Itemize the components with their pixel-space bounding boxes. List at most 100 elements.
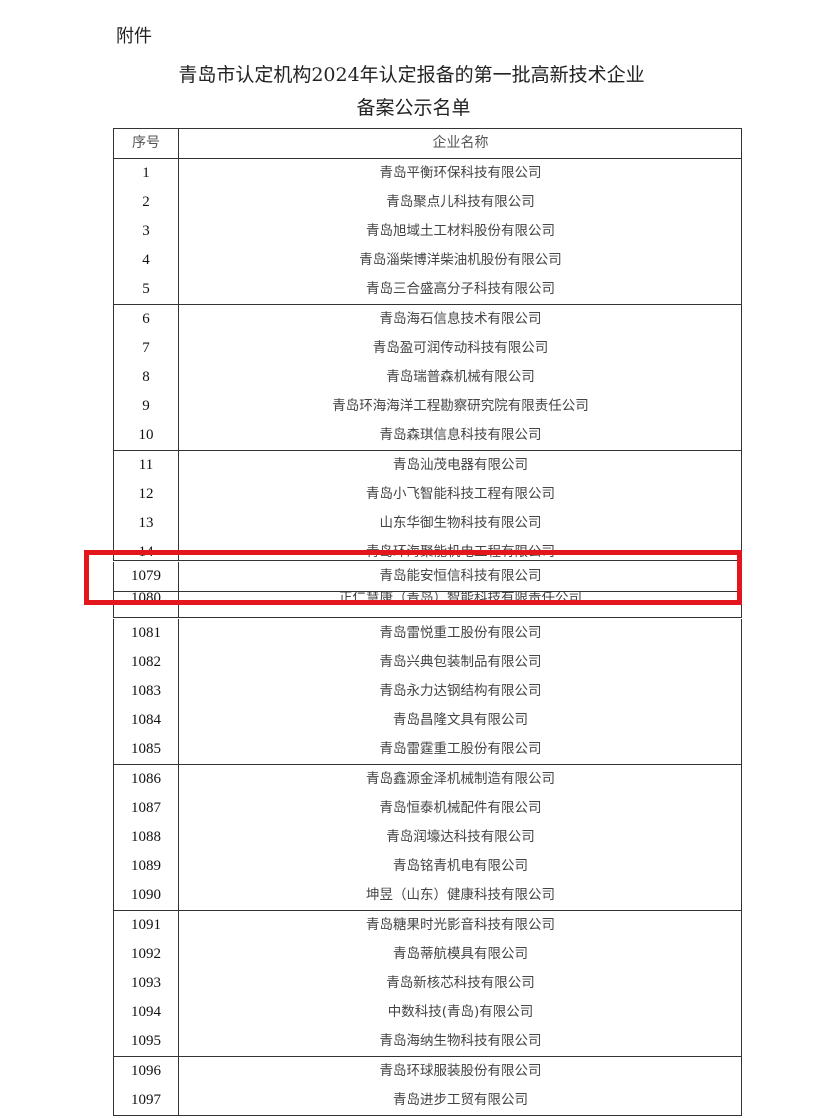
table-row: 2 青岛聚点儿科技有限公司 — [113, 187, 742, 218]
row-index: 10 — [114, 421, 179, 451]
company-name: 青岛海纳生物科技有限公司 — [379, 1033, 542, 1050]
table-row: 13 山东华御生物科技有限公司 — [113, 508, 742, 539]
table-row: 7 青岛盈可润传动科技有限公司 — [113, 333, 742, 364]
table-row: 8 青岛瑞普森机械有限公司 — [113, 362, 742, 393]
table-row: 1085 青岛雷霆重工股份有限公司 — [113, 735, 742, 766]
company-name: 山东华御生物科技有限公司 — [379, 514, 542, 531]
company-name: 青岛润壕达科技有限公司 — [386, 828, 535, 845]
row-index: 12 — [114, 479, 179, 509]
table-row: 1084 青岛昌隆文具有限公司 — [113, 706, 742, 737]
company-name: 青岛雷霆重工股份有限公司 — [379, 741, 542, 758]
row-index: 1087 — [114, 793, 179, 823]
row-index: 1088 — [114, 822, 179, 852]
company-name: 青岛进步工贸有限公司 — [393, 1091, 528, 1108]
company-name: 青岛雷悦重工股份有限公司 — [379, 624, 542, 641]
company-name: 青岛聚点儿科技有限公司 — [386, 193, 535, 210]
company-name: 青岛盈可润传动科技有限公司 — [372, 339, 549, 356]
header-index: 序号 — [114, 129, 179, 158]
table-row: 11 青岛汕茂电器有限公司 — [113, 450, 742, 481]
company-name: 青岛森琪信息科技有限公司 — [379, 427, 542, 444]
table-row: 1087 青岛恒泰机械配件有限公司 — [113, 793, 742, 824]
row-index: 2 — [114, 187, 179, 217]
table-row: 1095 青岛海纳生物科技有限公司 — [113, 1027, 742, 1058]
company-name: 中数科技(青岛)有限公司 — [387, 1004, 534, 1021]
company-name: 青岛淄柴博洋柴油机股份有限公司 — [359, 252, 562, 269]
header-company-name: 企业名称 — [432, 135, 489, 151]
company-name: 青岛环海海洋工程勘察研究院有限责任公司 — [332, 398, 589, 415]
company-name: 青岛蒂航模具有限公司 — [393, 945, 528, 962]
table-row: 1082 青岛兴典包装制品有限公司 — [113, 647, 742, 678]
table-row: 9 青岛环海海洋工程勘察研究院有限责任公司 — [113, 392, 742, 423]
table-row: 4 青岛淄柴博洋柴油机股份有限公司 — [113, 246, 742, 277]
company-name: 青岛新核芯科技有限公司 — [386, 974, 535, 991]
table-row: 1096 青岛环球服装股份有限公司 — [113, 1056, 742, 1087]
company-name: 青岛兴典包装制品有限公司 — [379, 653, 542, 670]
table-row: 1090 坤昱（山东）健康科技有限公司 — [113, 881, 742, 912]
row-index: 1097 — [114, 1085, 179, 1115]
row-index: 1081 — [114, 618, 179, 648]
attachment-label: 附件 — [116, 26, 152, 47]
table-row: 1091 青岛糖果时光影音科技有限公司 — [113, 910, 742, 941]
company-name: 青岛铭青机电有限公司 — [393, 858, 528, 875]
table-row: 1088 青岛润壕达科技有限公司 — [113, 822, 742, 853]
highlight-box — [84, 550, 742, 605]
row-index: 3 — [114, 216, 179, 246]
company-name: 青岛能安恒信科技有限公司 — [379, 568, 542, 584]
row-index: 1095 — [114, 1027, 179, 1057]
row-index: 1094 — [114, 998, 179, 1028]
row-index: 8 — [114, 362, 179, 392]
row-index: 1 — [114, 158, 179, 188]
row-index: 1092 — [114, 939, 179, 969]
document-title: 青岛市认定机构2024年认定报备的第一批高新技术企业 — [178, 64, 645, 86]
company-name: 青岛平衡环保科技有限公司 — [379, 164, 542, 181]
table-header: 序号 企业名称 — [113, 128, 742, 159]
company-name: 青岛汕茂电器有限公司 — [393, 456, 528, 473]
company-name: 青岛海石信息技术有限公司 — [379, 310, 542, 327]
row-index: 6 — [114, 304, 179, 334]
row-index: 11 — [114, 450, 179, 480]
table-row: 1097 青岛进步工贸有限公司 — [113, 1085, 742, 1116]
company-name: 青岛恒泰机械配件有限公司 — [379, 799, 542, 816]
row-index: 1079 — [114, 562, 179, 591]
row-index: 1083 — [114, 676, 179, 706]
row-index: 1096 — [114, 1056, 179, 1086]
row-index: 4 — [114, 246, 179, 276]
row-index: 1093 — [114, 968, 179, 998]
table-row: 1089 青岛铭青机电有限公司 — [113, 852, 742, 883]
company-name: 坤昱（山东）健康科技有限公司 — [366, 887, 555, 904]
table-row: 1092 青岛蒂航模具有限公司 — [113, 939, 742, 970]
company-name: 青岛旭域土工材料股份有限公司 — [366, 222, 555, 239]
document-subtitle: 备案公示名单 — [356, 97, 471, 119]
table-row: 3 青岛旭域土工材料股份有限公司 — [113, 216, 742, 247]
row-index: 9 — [114, 392, 179, 422]
table-row: 1 青岛平衡环保科技有限公司 — [113, 158, 742, 189]
table-row: 14 青岛环海聚能机电工程有限公司 — [113, 538, 742, 562]
table-row: 10 青岛森琪信息科技有限公司 — [113, 421, 742, 452]
row-index: 1090 — [114, 881, 179, 911]
row-index: 1084 — [114, 706, 179, 736]
company-name: 青岛小飞智能科技工程有限公司 — [366, 485, 555, 502]
company-name: 青岛三合盛高分子科技有限公司 — [366, 281, 555, 298]
table-row: 1093 青岛新核芯科技有限公司 — [113, 968, 742, 999]
table-row: 1081 青岛雷悦重工股份有限公司 — [113, 618, 742, 649]
row-index: 1082 — [114, 647, 179, 677]
row-index: 1086 — [114, 764, 179, 794]
table-row: 6 青岛海石信息技术有限公司 — [113, 304, 742, 335]
row-index: 5 — [114, 275, 179, 305]
table-row: 5 青岛三合盛高分子科技有限公司 — [113, 275, 742, 306]
table-row: 1083 青岛永力达钢结构有限公司 — [113, 676, 742, 707]
company-name: 青岛昌隆文具有限公司 — [393, 712, 528, 729]
table-row: 1086 青岛鑫源金泽机械制造有限公司 — [113, 764, 742, 795]
company-name: 青岛糖果时光影音科技有限公司 — [366, 916, 555, 933]
table-row: 1094 中数科技(青岛)有限公司 — [113, 998, 742, 1029]
row-index: 1089 — [114, 852, 179, 882]
company-name: 青岛鑫源金泽机械制造有限公司 — [366, 770, 555, 787]
row-index: 1091 — [114, 910, 179, 940]
table-row: 12 青岛小飞智能科技工程有限公司 — [113, 479, 742, 510]
company-table: 序号 企业名称 1 青岛平衡环保科技有限公司 2 青岛聚点儿科技有限公司 3 青岛旭域土工… — [113, 128, 742, 1118]
row-index: 13 — [114, 508, 179, 538]
table-row-highlighted: 1079 青岛能安恒信科技有限公司 — [113, 562, 742, 592]
row-index: 1085 — [114, 735, 179, 765]
company-name: 青岛环球服装股份有限公司 — [379, 1062, 542, 1079]
row-index: 7 — [114, 333, 179, 363]
